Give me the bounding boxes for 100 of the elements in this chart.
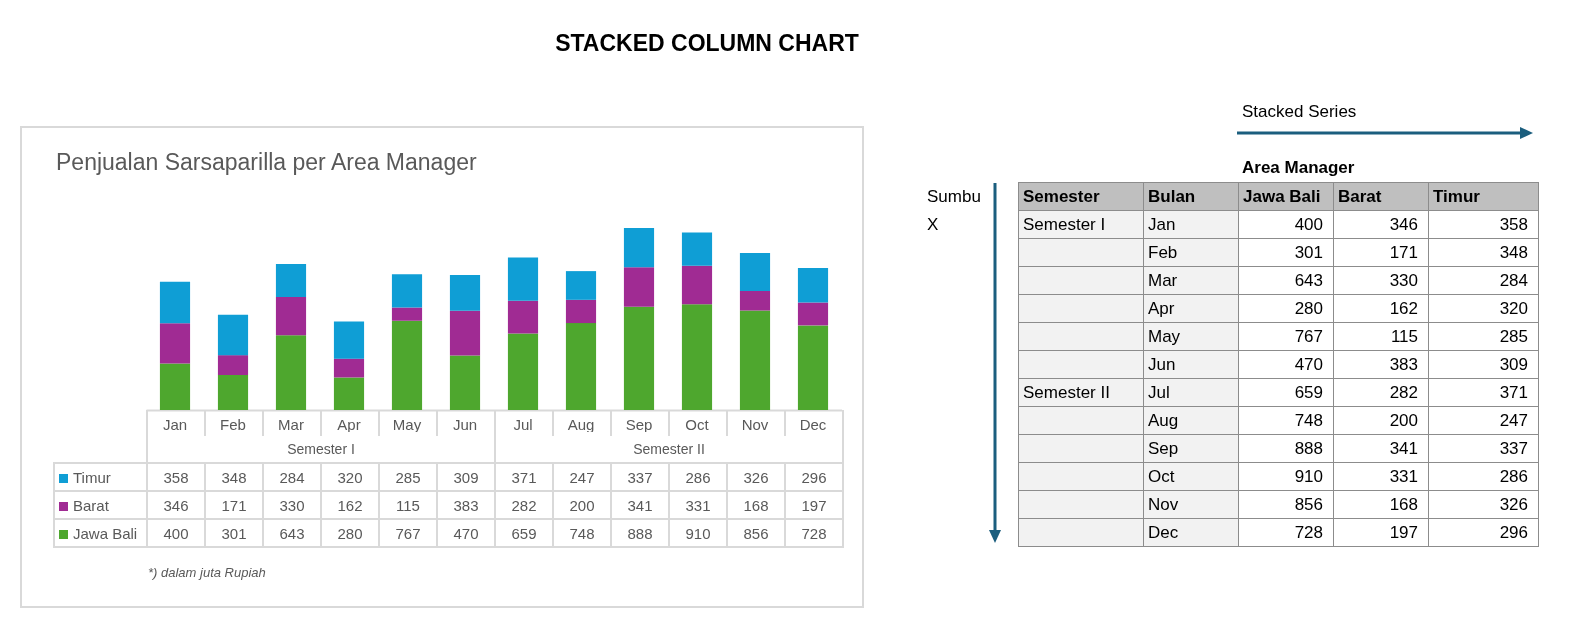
data-label: 888 xyxy=(1238,434,1334,463)
category-label: Apr xyxy=(1143,294,1239,323)
data-label: 168 xyxy=(1333,490,1429,519)
data-label: 383 xyxy=(1333,350,1429,379)
x-tick-label: Jan xyxy=(162,415,188,433)
bar xyxy=(333,321,365,359)
data-label: 115 xyxy=(379,491,437,519)
bar xyxy=(623,306,655,410)
data-label: 301 xyxy=(1238,238,1334,267)
data-label: 748 xyxy=(1238,406,1334,435)
data-label: 200 xyxy=(553,491,611,519)
bar xyxy=(275,296,307,336)
bar xyxy=(391,274,423,308)
data-label: 358 xyxy=(1428,210,1539,239)
data-label: 286 xyxy=(669,463,727,491)
data-label: 309 xyxy=(1428,350,1539,379)
data-label: 910 xyxy=(1238,462,1334,491)
data-label: 286 xyxy=(1428,462,1539,491)
data-label: 856 xyxy=(727,519,785,547)
data-label: 280 xyxy=(1238,294,1334,323)
bar xyxy=(797,325,829,410)
data-label: 284 xyxy=(263,463,321,491)
data-label: 348 xyxy=(1428,238,1539,267)
data-label: 296 xyxy=(785,463,843,491)
data-label: 767 xyxy=(379,519,437,547)
bar xyxy=(217,314,249,356)
text: Area Manager xyxy=(1242,158,1355,178)
text: *) dalam juta Rupiah xyxy=(148,565,266,580)
bar xyxy=(565,299,597,324)
data-label: 284 xyxy=(1428,266,1539,295)
data-label: 331 xyxy=(1333,462,1429,491)
bar xyxy=(391,307,423,321)
category-label: Oct xyxy=(1143,462,1239,491)
bar xyxy=(275,335,307,410)
data-label: 383 xyxy=(437,491,495,519)
data-label: 400 xyxy=(147,519,205,547)
data-label: 301 xyxy=(205,519,263,547)
data-label: 197 xyxy=(785,491,843,519)
bar xyxy=(507,333,539,410)
data-label: 171 xyxy=(205,491,263,519)
bar xyxy=(449,310,481,356)
bar xyxy=(623,228,655,268)
data-label: 162 xyxy=(321,491,379,519)
data-label: 280 xyxy=(321,519,379,547)
data-label: 643 xyxy=(1238,266,1334,295)
bar xyxy=(797,268,829,303)
data-label: 197 xyxy=(1333,518,1429,547)
data-label: 371 xyxy=(1428,378,1539,407)
data-label: 341 xyxy=(1333,434,1429,463)
data-label: 247 xyxy=(1428,406,1539,435)
data-label: 330 xyxy=(1333,266,1429,295)
x-tick-label: Jun xyxy=(452,415,478,433)
category-label: Jul xyxy=(1143,378,1239,407)
text: Semester I xyxy=(1018,210,1144,239)
x-tick-label: Jul xyxy=(513,415,533,433)
x-tick-label: Apr xyxy=(337,415,361,433)
data-label: 346 xyxy=(147,491,205,519)
legend-label: Jawa Bali xyxy=(54,519,147,547)
category-label: Jan xyxy=(1143,210,1239,239)
data-label: 341 xyxy=(611,491,669,519)
chart-title: STACKED COLUMN CHART xyxy=(555,30,859,57)
bar xyxy=(159,281,191,324)
data-label: 115 xyxy=(1333,322,1429,351)
data-label: 320 xyxy=(1428,294,1539,323)
data-label: 728 xyxy=(785,519,843,547)
data-label: 659 xyxy=(1238,378,1334,407)
bar xyxy=(623,267,655,307)
data-label: 346 xyxy=(1333,210,1429,239)
text: Semester xyxy=(1018,182,1144,211)
data-label: 326 xyxy=(727,463,785,491)
data-label: 643 xyxy=(263,519,321,547)
data-label: 285 xyxy=(379,463,437,491)
data-label: 856 xyxy=(1238,490,1334,519)
data-label: 320 xyxy=(321,463,379,491)
data-label: 470 xyxy=(437,519,495,547)
x-tick-label: Dec xyxy=(799,415,827,433)
x-tick-label: Nov xyxy=(741,415,769,433)
data-label: 296 xyxy=(1428,518,1539,547)
data-label: 470 xyxy=(1238,350,1334,379)
data-label: 910 xyxy=(669,519,727,547)
data-label: 748 xyxy=(553,519,611,547)
data-label: 247 xyxy=(553,463,611,491)
text: Semester I xyxy=(147,436,495,463)
text: Jawa Bali xyxy=(1238,182,1334,211)
data-label: 337 xyxy=(1428,434,1539,463)
data-label: 659 xyxy=(495,519,553,547)
legend-label: Barat xyxy=(54,491,147,519)
x-tick-label: Mar xyxy=(278,415,304,433)
category-label: Nov xyxy=(1143,490,1239,519)
bar xyxy=(507,257,539,301)
bar xyxy=(739,290,771,311)
data-label: 337 xyxy=(611,463,669,491)
bar xyxy=(565,323,597,410)
bar xyxy=(507,300,539,334)
bar xyxy=(449,355,481,410)
data-label: 200 xyxy=(1333,406,1429,435)
text: Sumbu X xyxy=(927,186,982,236)
bar xyxy=(159,323,191,364)
legend-label: Timur xyxy=(54,463,147,491)
bar xyxy=(681,304,713,410)
